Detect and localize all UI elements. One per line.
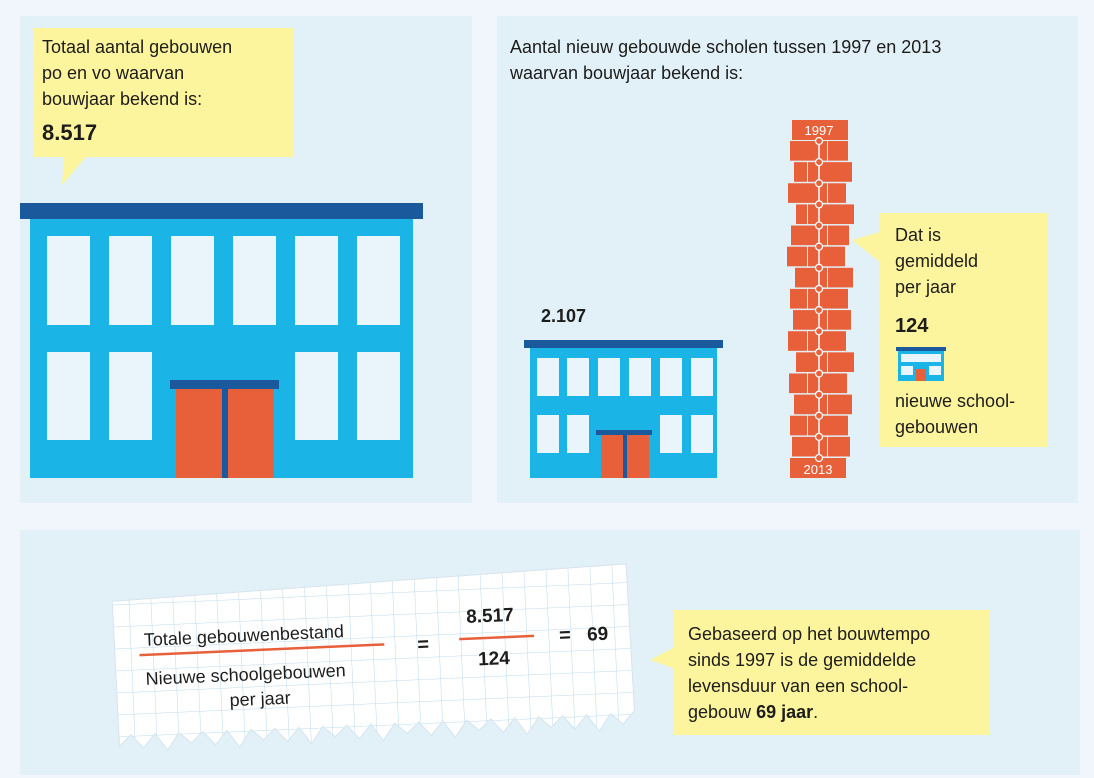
callout-text: gebouwen: [895, 417, 978, 437]
callout-value: 124: [895, 315, 929, 337]
window: [109, 236, 152, 325]
brick-tower: [787, 120, 854, 478]
window: [691, 358, 713, 396]
tower-year: 2013: [804, 462, 833, 477]
timeline-dot: [816, 307, 823, 314]
brick: [828, 352, 854, 372]
timeline-dot: [816, 201, 823, 208]
timeline-dot: [816, 328, 823, 335]
callout-value: 8.517: [42, 120, 97, 145]
window: [357, 352, 400, 440]
brick: [808, 416, 848, 436]
heading: waarvan bouwjaar bekend is:: [509, 63, 743, 83]
brick: [795, 268, 827, 288]
brick: [796, 352, 827, 372]
formula-label: per jaar: [229, 688, 291, 711]
timeline-dot: [816, 412, 823, 419]
school-icon: [896, 347, 946, 381]
brick: [794, 395, 827, 415]
brick: [828, 437, 850, 457]
heading: Aantal nieuw gebouwde scholen tussen 199…: [510, 37, 941, 57]
callout-text: nieuwe school-: [895, 391, 1015, 411]
timeline-dot: [816, 391, 823, 398]
brick: [794, 162, 807, 182]
equals: =: [417, 634, 430, 656]
building: [524, 340, 723, 478]
callout-text: gemiddeld: [895, 251, 978, 271]
brick: [788, 331, 807, 351]
count: 2.107: [541, 306, 586, 326]
brick: [808, 373, 847, 393]
callout-text: gebouw 69 jaar.: [688, 702, 818, 722]
brick: [828, 268, 853, 288]
window: [537, 415, 559, 453]
window: [598, 358, 620, 396]
brick: [828, 395, 852, 415]
brick: [828, 226, 849, 246]
callout-text: per jaar: [895, 277, 956, 297]
callout-text: levensduur van een school-: [688, 676, 908, 696]
brick: [808, 289, 848, 309]
brick: [828, 310, 851, 330]
window: [660, 358, 682, 396]
formula-result: 69: [587, 624, 609, 646]
building: [20, 203, 423, 478]
timeline-dot: [816, 138, 823, 145]
brick: [790, 416, 807, 436]
timeline-dot: [816, 243, 823, 250]
infographic: Totaal aantal gebouwen po en vo waarvan …: [0, 0, 1094, 778]
callout-bold: 69 jaar: [756, 702, 813, 722]
callout-text: po en vo waarvan: [42, 63, 184, 83]
window: [47, 352, 90, 440]
window: [660, 415, 682, 453]
formula-value: 124: [478, 648, 511, 670]
callout-text: .: [813, 702, 818, 722]
brick: [828, 183, 846, 203]
brick: [796, 204, 807, 224]
callout-text: sinds 1997 is de gemiddelde: [688, 650, 916, 670]
brick: [787, 247, 807, 267]
callout-text: Totaal aantal gebouwen: [42, 37, 232, 57]
timeline-dot: [816, 455, 823, 462]
window: [47, 236, 90, 325]
callout-text: Dat is: [895, 225, 941, 245]
brick: [808, 331, 846, 351]
brick: [789, 373, 807, 393]
window: [295, 236, 338, 325]
brick: [790, 289, 807, 309]
timeline-dot: [816, 433, 823, 440]
callout-text: gebouw: [688, 702, 752, 722]
window: [109, 352, 152, 440]
window: [567, 358, 589, 396]
equals: =: [559, 624, 572, 646]
window: [233, 236, 276, 325]
brick: [808, 247, 845, 267]
brick: [808, 162, 852, 182]
formula-value: 8.517: [466, 605, 514, 628]
window: [295, 352, 338, 440]
brick: [828, 141, 848, 161]
timeline-dot: [816, 264, 823, 271]
window: [567, 415, 589, 453]
timeline-dot: [816, 180, 823, 187]
window: [537, 358, 559, 396]
window: [629, 358, 651, 396]
brick: [808, 204, 854, 224]
timeline-dot: [816, 285, 823, 292]
window: [691, 415, 713, 453]
window: [357, 236, 400, 325]
callout: [852, 213, 1048, 447]
callout-text: bouwjaar bekend is:: [42, 89, 202, 109]
callout-text: Gebaseerd op het bouwtempo: [688, 624, 930, 644]
timeline-dot: [816, 222, 823, 229]
timeline-dot: [816, 370, 823, 377]
window: [171, 236, 214, 325]
tower-year: 1997: [805, 123, 834, 138]
timeline-dot: [816, 159, 823, 166]
timeline-dot: [816, 349, 823, 356]
